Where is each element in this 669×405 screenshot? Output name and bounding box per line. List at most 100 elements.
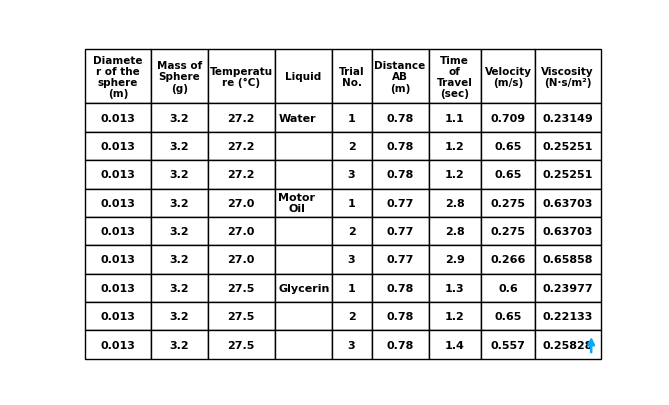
Bar — [429, 132, 481, 161]
Bar — [85, 274, 151, 302]
Bar — [151, 104, 207, 132]
Bar — [207, 161, 275, 189]
Bar — [332, 302, 372, 330]
Text: Velocity
(m/s): Velocity (m/s) — [484, 66, 531, 88]
Text: 0.25828: 0.25828 — [543, 340, 593, 350]
Bar — [151, 189, 207, 217]
Text: 0.013: 0.013 — [100, 198, 135, 208]
Text: 2.9: 2.9 — [445, 255, 465, 265]
Bar — [429, 274, 481, 302]
Bar — [207, 274, 275, 302]
Bar — [535, 274, 601, 302]
Bar — [429, 330, 481, 359]
Bar — [535, 330, 601, 359]
Bar — [535, 132, 601, 161]
Bar — [535, 246, 601, 274]
Bar — [481, 189, 535, 217]
Text: 0.013: 0.013 — [100, 226, 135, 237]
Text: 27.2: 27.2 — [227, 142, 255, 151]
Text: Distance
AB
(m): Distance AB (m) — [375, 61, 425, 93]
Bar — [535, 302, 601, 330]
Bar — [332, 274, 372, 302]
Text: 3.2: 3.2 — [169, 226, 189, 237]
Bar — [429, 161, 481, 189]
Bar — [85, 330, 151, 359]
Bar — [151, 50, 207, 104]
Bar — [372, 330, 429, 359]
Bar — [481, 274, 535, 302]
Text: 0.65858: 0.65858 — [543, 255, 593, 265]
Bar — [332, 132, 372, 161]
Text: 3.2: 3.2 — [169, 113, 189, 123]
Text: Viscosity
(N·s/m²): Viscosity (N·s/m²) — [541, 66, 594, 88]
Bar — [372, 104, 429, 132]
Bar — [207, 189, 275, 217]
Bar — [481, 302, 535, 330]
Text: 27.2: 27.2 — [227, 170, 255, 180]
Text: 1.2: 1.2 — [445, 142, 465, 151]
Bar — [207, 217, 275, 246]
Bar — [481, 50, 535, 104]
Text: 2.8: 2.8 — [445, 198, 465, 208]
Text: 0.275: 0.275 — [490, 226, 525, 237]
Text: 1: 1 — [348, 283, 355, 293]
Bar — [275, 189, 332, 217]
Text: 0.23149: 0.23149 — [543, 113, 593, 123]
Bar — [535, 217, 601, 246]
Text: 2: 2 — [348, 142, 355, 151]
Bar — [535, 189, 601, 217]
Text: 1.4: 1.4 — [445, 340, 465, 350]
Text: 1.2: 1.2 — [445, 311, 465, 322]
Text: 0.65: 0.65 — [494, 170, 522, 180]
Text: 2.8: 2.8 — [445, 226, 465, 237]
Text: 0.013: 0.013 — [100, 283, 135, 293]
Bar — [429, 217, 481, 246]
Text: Mass of
Sphere
(g): Mass of Sphere (g) — [157, 61, 202, 93]
Text: 1.2: 1.2 — [445, 170, 465, 180]
Text: 0.013: 0.013 — [100, 170, 135, 180]
Text: 0.78: 0.78 — [387, 311, 413, 322]
Text: 0.63703: 0.63703 — [543, 226, 593, 237]
Bar — [85, 104, 151, 132]
Bar — [85, 246, 151, 274]
Bar — [207, 302, 275, 330]
Bar — [275, 246, 332, 274]
Bar — [207, 104, 275, 132]
Bar — [275, 274, 332, 302]
Text: 3.2: 3.2 — [169, 142, 189, 151]
Text: Temperatu
re (°C): Temperatu re (°C) — [209, 66, 273, 88]
Text: 27.2: 27.2 — [227, 113, 255, 123]
Bar — [332, 217, 372, 246]
Text: 1.3: 1.3 — [445, 283, 464, 293]
Bar — [481, 217, 535, 246]
Bar — [207, 50, 275, 104]
Text: 3.2: 3.2 — [169, 255, 189, 265]
Bar — [275, 330, 332, 359]
Text: 0.013: 0.013 — [100, 311, 135, 322]
Text: 0.266: 0.266 — [490, 255, 526, 265]
Bar — [85, 161, 151, 189]
Bar — [275, 302, 332, 330]
Bar — [429, 50, 481, 104]
Text: 2: 2 — [348, 226, 355, 237]
Bar — [275, 50, 332, 104]
Text: 1: 1 — [348, 113, 355, 123]
Text: 0.709: 0.709 — [490, 113, 526, 123]
Text: 1.1: 1.1 — [445, 113, 465, 123]
Bar — [275, 104, 332, 132]
Text: 0.25251: 0.25251 — [543, 170, 593, 180]
Bar — [332, 50, 372, 104]
Text: 3: 3 — [348, 170, 355, 180]
Bar — [85, 189, 151, 217]
Text: 0.78: 0.78 — [387, 340, 413, 350]
Bar — [481, 246, 535, 274]
Text: 3.2: 3.2 — [169, 170, 189, 180]
Bar — [275, 161, 332, 189]
Text: 0.013: 0.013 — [100, 113, 135, 123]
Bar — [275, 132, 332, 161]
Bar — [481, 104, 535, 132]
Bar — [429, 302, 481, 330]
Text: 0.22133: 0.22133 — [543, 311, 593, 322]
Text: 3: 3 — [348, 255, 355, 265]
Text: 1: 1 — [348, 198, 355, 208]
